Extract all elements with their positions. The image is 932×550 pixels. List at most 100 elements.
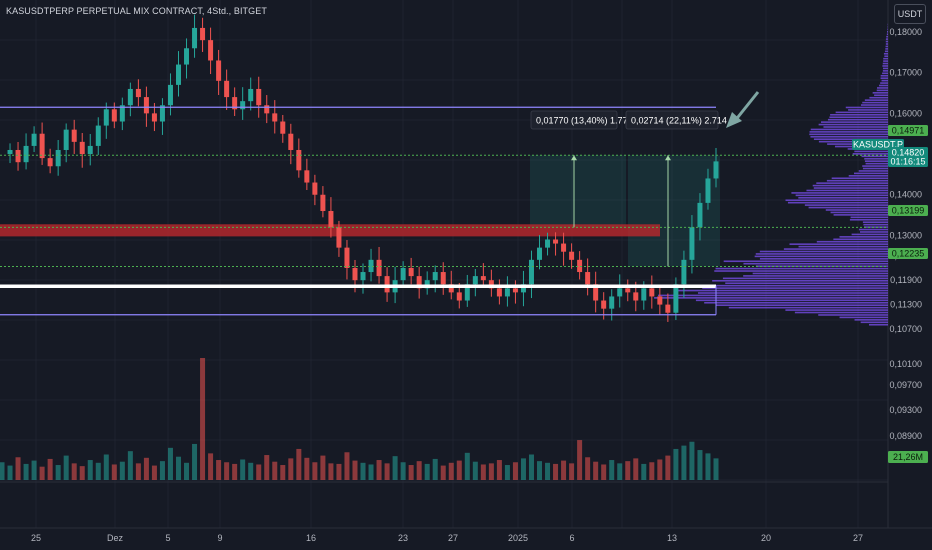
candle [488, 280, 494, 289]
candle [545, 239, 551, 248]
candle [111, 109, 117, 122]
profile-bar [882, 72, 888, 75]
profile-bar [752, 272, 888, 275]
profile-bar [882, 62, 888, 65]
annotation-arrow [732, 91, 760, 123]
volume-tick-label: 0,08900 [889, 431, 922, 441]
profile-bar [714, 270, 888, 272]
volume-bar [31, 460, 37, 480]
profile-bar [704, 301, 888, 304]
volume-bar [537, 461, 543, 480]
profile-bar [759, 250, 888, 253]
volume-bar [577, 440, 583, 480]
volume-bar [39, 466, 45, 480]
volume-bar [705, 453, 711, 480]
time-tick-label: 16 [306, 533, 316, 543]
volume-bar [496, 460, 502, 480]
candle [119, 105, 125, 122]
profile-bar [864, 157, 888, 160]
volume-bar [200, 358, 206, 480]
candle [71, 129, 77, 142]
profile-bar [885, 45, 888, 48]
profile-bar [728, 306, 888, 309]
volume-bar [464, 452, 470, 480]
candle [192, 27, 198, 49]
candle [63, 129, 69, 150]
candle [649, 288, 655, 297]
volume-bar [360, 462, 366, 480]
candle [304, 170, 310, 183]
candle [432, 272, 438, 281]
volume-bar [0, 462, 5, 480]
candle [464, 284, 470, 301]
price-tick-label: 0,18000 [889, 27, 922, 37]
candle [31, 133, 37, 146]
volume-bar [119, 461, 125, 480]
profile-bar [874, 94, 888, 97]
price-tick-label: 0,11900 [890, 275, 922, 285]
candle [665, 304, 671, 313]
time-tick-label: 2025 [508, 533, 528, 543]
profile-bar [806, 189, 888, 192]
volume-bar [585, 457, 591, 480]
price-tag-label: 0,14971 [892, 126, 925, 136]
profile-bar [798, 196, 888, 199]
time-tick-label: Dez [107, 533, 124, 543]
profile-bar [877, 87, 888, 89]
candle [47, 158, 53, 167]
candle [352, 267, 358, 281]
candle [39, 133, 45, 159]
volume-bar [553, 463, 559, 480]
measure-label: 0,02714 (22,11%) 2.714 [631, 116, 727, 126]
price-axis[interactable]: 0,180000,170000,160000,150000,140000,130… [889, 27, 922, 334]
volume-bar [15, 457, 21, 480]
volume-profile [654, 23, 888, 326]
volume-bar [472, 461, 478, 480]
candle [280, 121, 286, 134]
candle [296, 149, 302, 171]
candle [256, 88, 262, 106]
profile-bar [883, 52, 888, 55]
profile-bar [882, 70, 888, 72]
volume-bar [633, 458, 639, 480]
candle [15, 149, 21, 163]
volume-bar [23, 463, 29, 480]
candle [472, 276, 478, 285]
profile-bar [876, 89, 888, 92]
candle [184, 48, 190, 65]
candle [416, 276, 422, 289]
volume-series [0, 358, 719, 480]
price-tag-label: 01:16:15 [890, 157, 925, 167]
candle [641, 288, 647, 301]
volume-bar [175, 456, 181, 480]
profile-bar [880, 82, 888, 84]
profile-bar [830, 113, 888, 116]
candle [344, 247, 350, 268]
volume-bar [103, 454, 109, 480]
volume-bar [480, 464, 486, 480]
volume-bar [488, 463, 494, 480]
volume-tick-label: 0,10100 [889, 359, 922, 369]
time-tick-label: 9 [217, 533, 222, 543]
price-tag-bg [888, 156, 928, 167]
time-axis[interactable]: 25 Dez 5 9 16 23 27 2025 6 13 20 27 [31, 533, 863, 543]
price-tick-label: 0,11300 [890, 300, 922, 310]
volume-bar [79, 466, 85, 480]
currency-button[interactable]: USDT [894, 4, 926, 24]
profile-bar [860, 321, 888, 324]
time-tick-label: 6 [569, 533, 574, 543]
volume-bar [264, 455, 270, 480]
profile-bar [716, 304, 888, 307]
profile-bar [853, 172, 888, 175]
profile-bar [858, 170, 888, 172]
volume-bar [400, 462, 406, 480]
volume-bar [657, 459, 663, 480]
profile-bar [810, 128, 888, 131]
profile-bar [848, 175, 888, 177]
candle [87, 145, 93, 155]
profile-bar [798, 245, 888, 248]
profile-bar [722, 277, 888, 280]
volume-bar [528, 454, 534, 480]
